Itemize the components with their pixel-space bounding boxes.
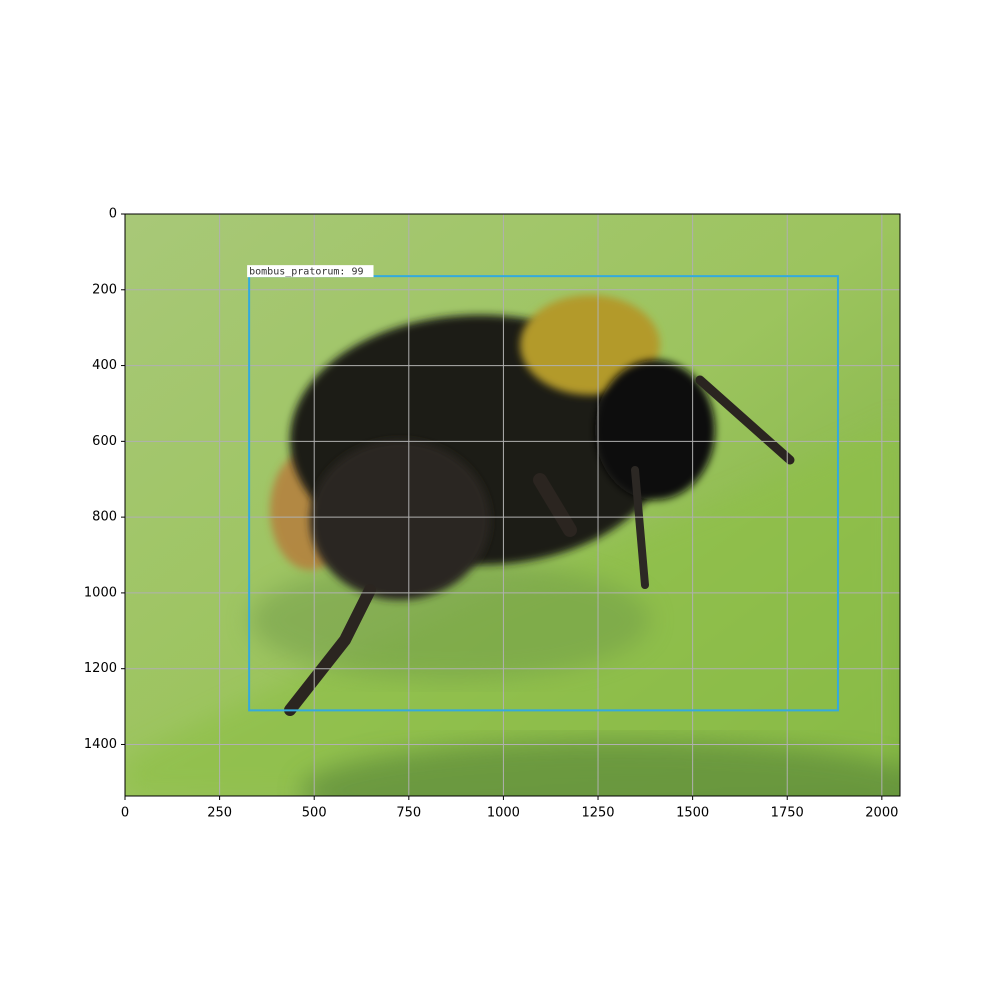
- y-tick-label: 1200: [84, 661, 117, 676]
- axes-frame: [124, 213, 901, 797]
- x-tick-label: 1250: [581, 806, 614, 821]
- y-tick-label: 0: [109, 207, 117, 222]
- box-label: bombus_pratorum: 99: [249, 267, 363, 278]
- y-tick-label: 400: [92, 358, 117, 373]
- x-tick-label: 500: [302, 806, 327, 821]
- y-tick-label: 600: [92, 434, 117, 449]
- x-tick-label: 0: [121, 806, 129, 821]
- photo: [125, 214, 900, 796]
- x-tick-label: 1500: [676, 806, 709, 821]
- x-tick-label: 750: [396, 806, 421, 821]
- y-tick-label: 200: [92, 282, 117, 297]
- x-tick-label: 250: [207, 806, 232, 821]
- x-tick-label: 2000: [865, 806, 898, 821]
- x-tick-label: 1000: [487, 806, 520, 821]
- x-tick-label: 1750: [771, 806, 804, 821]
- label-background: [247, 265, 374, 278]
- y-tick-label: 1400: [84, 737, 117, 752]
- bounding-box: [248, 275, 839, 712]
- y-tick-label: 1000: [84, 585, 117, 600]
- y-tick-label: 800: [92, 510, 117, 525]
